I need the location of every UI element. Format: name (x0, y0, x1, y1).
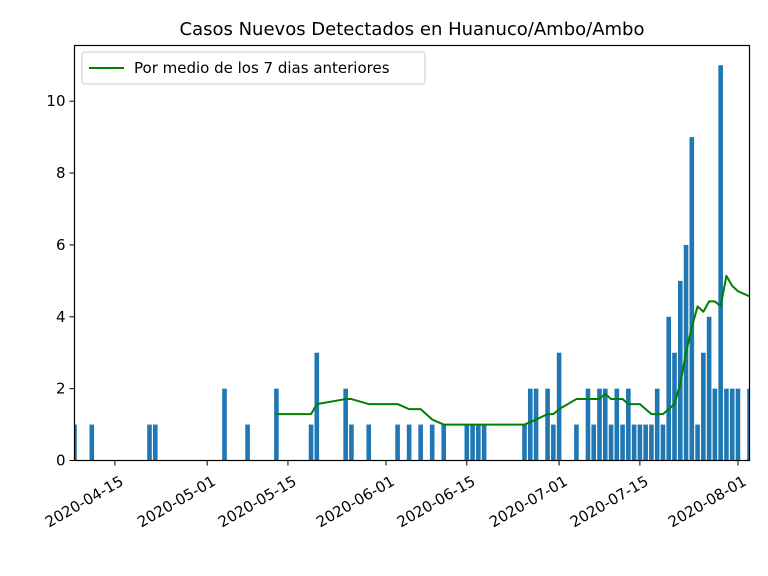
y-tick-label: 2 (56, 380, 66, 398)
bar (418, 424, 423, 461)
bar (706, 316, 712, 461)
bar (545, 388, 550, 461)
bar (672, 352, 677, 461)
line-series (276, 274, 750, 426)
bar (631, 424, 637, 461)
bar (724, 388, 729, 461)
bar (574, 424, 579, 461)
bar (585, 388, 591, 461)
bar (718, 65, 723, 461)
x-tick-label: 2020-08-01 (665, 472, 750, 531)
bar (620, 424, 625, 461)
bar (522, 424, 527, 461)
y-axis: 0 2 4 6 8 10 (46, 92, 75, 470)
bar (74, 424, 77, 461)
bar (551, 424, 556, 461)
bar (747, 388, 750, 461)
bar (712, 388, 718, 461)
bar (441, 424, 447, 461)
bar (614, 388, 620, 461)
chart-title: Casos Nuevos Detectados en Huanuco/Ambo/… (180, 19, 645, 40)
bar (677, 280, 683, 461)
bar (476, 424, 481, 461)
bar (470, 424, 475, 461)
bar (643, 424, 648, 461)
bar (152, 424, 158, 461)
x-tick-label: 2020-07-01 (486, 472, 571, 531)
legend-box (81, 51, 426, 85)
bar-series (74, 65, 750, 461)
bar (701, 352, 706, 461)
bar (695, 424, 700, 461)
x-tick-label: 2020-05-01 (134, 472, 219, 531)
y-tick-label: 6 (56, 236, 66, 254)
bar (395, 424, 400, 461)
bar (527, 388, 533, 461)
bar (602, 388, 608, 461)
bar (147, 424, 152, 461)
bar (608, 424, 614, 461)
y-tick-label: 8 (56, 164, 66, 182)
bar (591, 424, 597, 461)
bar (660, 424, 666, 461)
moving-average-line (276, 274, 750, 426)
x-tick-label: 2020-06-01 (313, 472, 398, 531)
bar (314, 352, 320, 461)
bar (689, 137, 695, 461)
bar (366, 424, 372, 461)
legend-label: Por medio de los 7 dias anteriores (134, 59, 390, 77)
bar (735, 388, 741, 461)
bar (464, 424, 470, 461)
bar (222, 388, 227, 461)
bar (429, 424, 435, 461)
bar (666, 316, 672, 461)
bar (626, 388, 631, 461)
x-tick-label: 2020-07-15 (567, 472, 652, 531)
bar (89, 424, 95, 461)
bar (349, 424, 354, 461)
x-tick-label: 2020-05-15 (215, 472, 300, 531)
bar (556, 352, 562, 461)
y-tick-label: 10 (46, 92, 65, 110)
bar (343, 388, 348, 461)
bar (649, 424, 654, 461)
y-tick-label: 4 (56, 308, 66, 326)
bar (245, 424, 250, 461)
bar (654, 388, 660, 461)
bar (729, 388, 735, 461)
bar (308, 424, 314, 461)
bar (274, 388, 279, 461)
x-tick-label: 2020-04-15 (42, 472, 127, 531)
bar (597, 388, 602, 461)
bar (533, 388, 539, 461)
legend: Por medio de los 7 dias anteriores (81, 51, 426, 85)
bar (637, 424, 643, 461)
bar (481, 424, 487, 461)
x-tick-label: 2020-06-15 (394, 472, 479, 531)
plot-frame (73, 44, 751, 462)
y-tick-label: 0 (56, 452, 66, 470)
bar (406, 424, 412, 461)
